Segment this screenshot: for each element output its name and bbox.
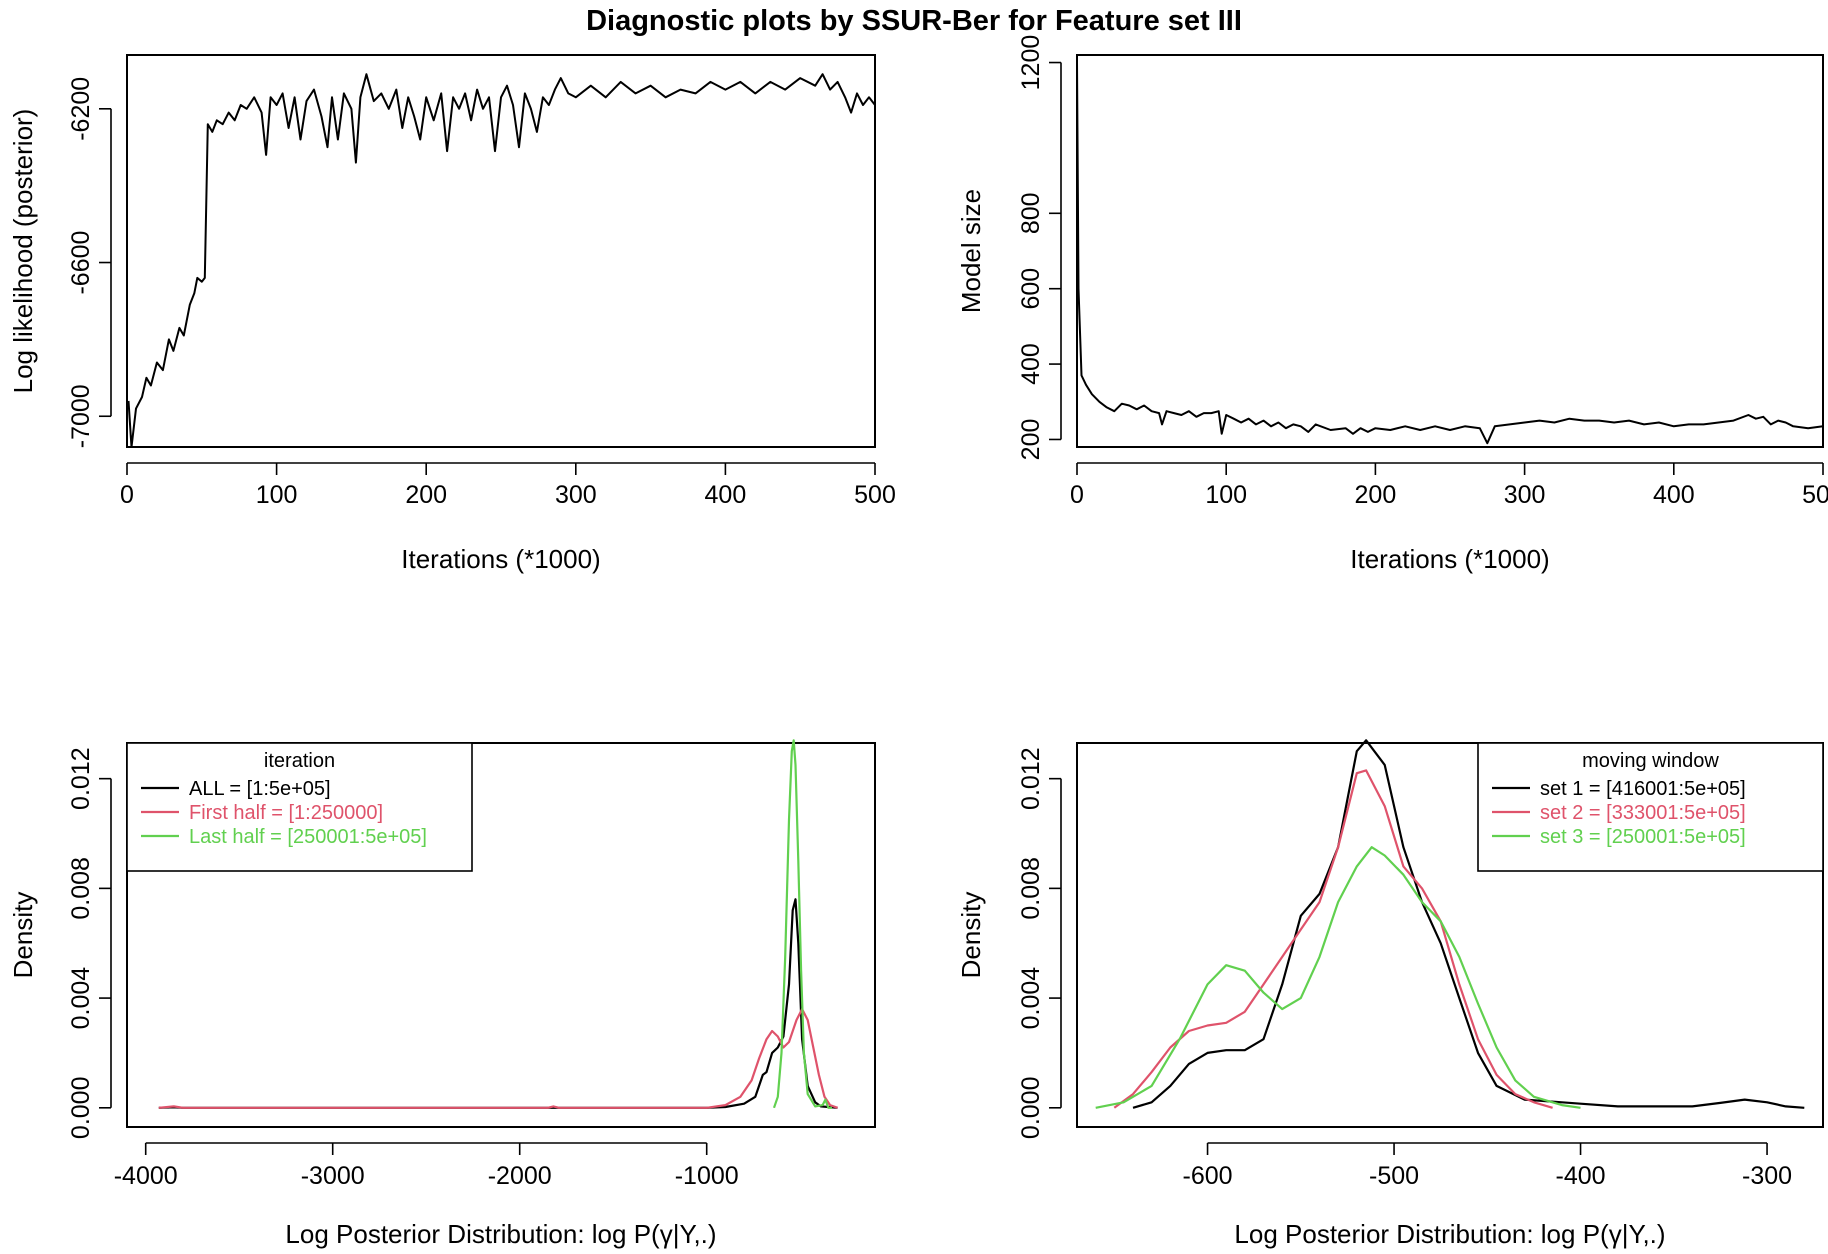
iteration-series-line-1 xyxy=(158,898,838,1109)
moving-window-x-tick-label: -600 xyxy=(1183,1162,1233,1190)
moving-window-y-axis-title: Density xyxy=(956,892,986,979)
loglik-x-tick-label: 400 xyxy=(705,481,747,509)
iteration-y-axis-title: Density xyxy=(8,892,38,979)
moving-window-x-axis-title: Log Posterior Distribution: log P(γ|Y,.) xyxy=(1234,1219,1665,1249)
iteration-series-line-3 xyxy=(772,739,832,1109)
moving-window-legend-label-2: set 2 = [333001:5e+05] xyxy=(1540,802,1746,824)
loglik-x-tick-label: 200 xyxy=(405,481,447,509)
model-size-trace-panel: 0 100 200 300 400 500 200 400 600 800 1200 Iteratio… xyxy=(956,35,1828,574)
iteration-x-tick-label: -3000 xyxy=(301,1162,365,1190)
iteration-density-panel: -4000 -3000 -2000 -1000 0.000 0.004 0.008 0.012… xyxy=(8,739,876,1249)
iteration-x-tick-label: -1000 xyxy=(675,1162,739,1190)
loglik-plot-frame xyxy=(126,54,876,448)
iteration-legend-box xyxy=(126,742,473,872)
model-size-plot-frame xyxy=(1076,54,1824,448)
model-size-x-tick-label: 300 xyxy=(1504,481,1546,509)
iteration-plot-frame xyxy=(126,742,876,1128)
loglik-x-tick-label: 0 xyxy=(120,481,134,509)
model-size-x-tick-label: 500 xyxy=(1802,481,1828,509)
model-size-y-tick-label: 400 xyxy=(1017,343,1045,385)
moving-window-legend-label-1: set 1 = [416001:5e+05] xyxy=(1540,778,1746,800)
model-size-x-tick-label: 400 xyxy=(1653,481,1695,509)
loglik-x-tick-label: 300 xyxy=(555,481,597,509)
loglik-y-axis-title: Log likelihood (posterior) xyxy=(8,109,38,394)
iteration-x-tick-label: -4000 xyxy=(114,1162,178,1190)
model-size-series-line-1 xyxy=(1076,62,1824,445)
iteration-legend-label-1: ALL = [1:5e+05] xyxy=(189,778,331,800)
figure-title: Diagnostic plots by SSUR-Ber for Feature… xyxy=(586,5,1242,37)
loglik-series-line-1 xyxy=(127,73,876,448)
moving-window-legend-label-3: set 3 = [250001:5e+05] xyxy=(1540,826,1746,848)
loglik-x-tick-label: 100 xyxy=(256,481,298,509)
model-size-y-axis-title: Model size xyxy=(956,189,986,313)
iteration-x-axis-title: Log Posterior Distribution: log P(γ|Y,.) xyxy=(285,1219,716,1249)
loglik-y-tick-label: -6600 xyxy=(67,231,95,295)
iteration-y-tick-label: 0.008 xyxy=(67,857,95,920)
model-size-y-tick-label: 200 xyxy=(1017,419,1045,461)
moving-window-series-line-3 xyxy=(1095,846,1581,1109)
iteration-legend-label-2: First half = [1:250000] xyxy=(189,802,383,824)
model-size-y-tick-label: 800 xyxy=(1017,192,1045,234)
moving-window-x-tick-label: -300 xyxy=(1742,1162,1792,1190)
iteration-legend-label-3: Last half = [250001:5e+05] xyxy=(189,826,427,848)
moving-window-series-line-1 xyxy=(1132,739,1805,1109)
model-size-x-axis-title: Iterations (*1000) xyxy=(1350,544,1549,574)
moving-window-x-tick-label: -400 xyxy=(1556,1162,1606,1190)
moving-window-x-tick-label: -500 xyxy=(1369,1162,1419,1190)
moving-window-y-tick-label: 0.008 xyxy=(1017,857,1045,920)
model-size-x-tick-label: 100 xyxy=(1205,481,1247,509)
iteration-legend: iteration ALL = [1:5e+05]First half = [1:… xyxy=(126,742,473,872)
loglik-trace-panel: 0 100 200 300 400 500 -7000 -6600 -6200 Iteration… xyxy=(8,54,896,574)
moving-window-legend-box xyxy=(1477,742,1824,872)
iteration-y-tick-label: 0.000 xyxy=(67,1077,95,1140)
loglik-x-tick-label: 500 xyxy=(854,481,896,509)
iteration-series-line-2 xyxy=(158,1007,838,1109)
iteration-legend-title: iteration xyxy=(264,750,335,772)
iteration-y-tick-label: 0.004 xyxy=(67,967,95,1030)
moving-window-series-line-2 xyxy=(1113,769,1553,1109)
moving-window-y-tick-label: 0.012 xyxy=(1017,747,1045,810)
model-size-y-tick-label: 600 xyxy=(1017,268,1045,310)
loglik-y-tick-label: -7000 xyxy=(67,384,95,448)
moving-window-y-tick-label: 0.000 xyxy=(1017,1077,1045,1140)
loglik-x-axis-title: Iterations (*1000) xyxy=(401,544,600,574)
moving-window-y-tick-label: 0.004 xyxy=(1017,967,1045,1030)
moving-window-legend: moving window set 1 = [416001:5e+05]set 2… xyxy=(1477,742,1824,872)
iteration-y-tick-label: 0.012 xyxy=(67,747,95,810)
moving-window-plot-frame xyxy=(1076,742,1824,1128)
model-size-x-tick-label: 200 xyxy=(1355,481,1397,509)
loglik-y-tick-label: -6200 xyxy=(67,77,95,141)
model-size-x-tick-label: 0 xyxy=(1070,481,1084,509)
moving-window-density-panel: -600 -500 -400 -300 0.000 0.004 0.008 0.012 Log … xyxy=(956,739,1824,1249)
moving-window-legend-title: moving window xyxy=(1582,750,1719,772)
iteration-x-tick-label: -2000 xyxy=(488,1162,552,1190)
model-size-y-tick-label: 1200 xyxy=(1017,35,1045,91)
